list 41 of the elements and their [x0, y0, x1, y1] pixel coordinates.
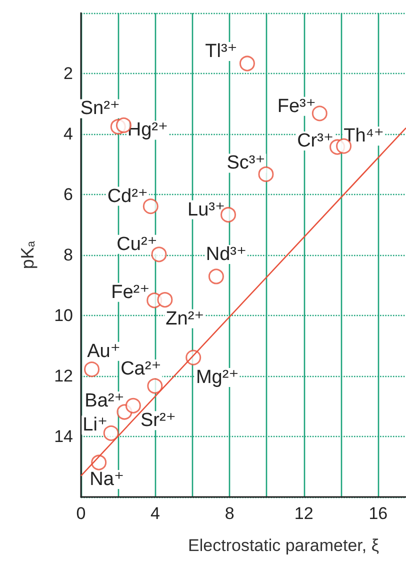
annotation: Lu³⁺ [188, 199, 226, 220]
y-tick-label: 12 [54, 366, 73, 386]
annotation: Cu²⁺ [116, 234, 158, 255]
annotation: Nd³⁺ [206, 244, 247, 265]
annotation: Li⁺ [82, 414, 108, 436]
annotation: Ba²⁺ [84, 390, 124, 412]
point [125, 398, 141, 414]
annotation: Sr²⁺ [140, 410, 176, 432]
point [157, 292, 173, 308]
annotation: Sn²⁺ [80, 98, 120, 120]
y-tick-label: 14 [54, 427, 73, 446]
point [239, 56, 255, 72]
annotation: Fe³⁺ [277, 96, 316, 117]
annotation: Fe²⁺ [111, 282, 150, 303]
annotation: Zn²⁺ [166, 308, 204, 330]
x-tick-label: 8 [224, 504, 234, 523]
point [147, 378, 163, 394]
y-tick-label: 4 [64, 124, 73, 144]
annotation: Cr³⁺ [297, 130, 334, 152]
annotation: Tl³⁺ [205, 41, 238, 62]
y-tick-label: 10 [54, 306, 73, 325]
x-tick-label: 4 [150, 504, 160, 523]
x-tick-label: 12 [294, 504, 314, 523]
y-tick-label: 8 [64, 246, 73, 264]
x-tick-label: 0 [76, 504, 86, 523]
annotation: Cd²⁺ [107, 186, 148, 207]
annotation: Mg²⁺ [196, 367, 239, 388]
annotation: Au⁺ [87, 340, 120, 362]
annotation: Sc³⁺ [226, 152, 266, 174]
point [84, 362, 100, 378]
annotation: Th⁴⁺ [344, 126, 384, 147]
annotation: Ca²⁺ [120, 358, 162, 380]
point [208, 268, 224, 284]
annotation: Hg²⁺ [127, 120, 168, 141]
annotation: Na⁺ [90, 469, 124, 490]
y-tick-label: 2 [64, 64, 73, 83]
x-tick-label: 16 [368, 504, 388, 523]
y-axis-title: pKa [18, 240, 38, 270]
x-axis-title: Electrostatic parameter, ξ [188, 536, 380, 555]
point [91, 454, 107, 470]
y-tick-label: 6 [64, 185, 73, 204]
